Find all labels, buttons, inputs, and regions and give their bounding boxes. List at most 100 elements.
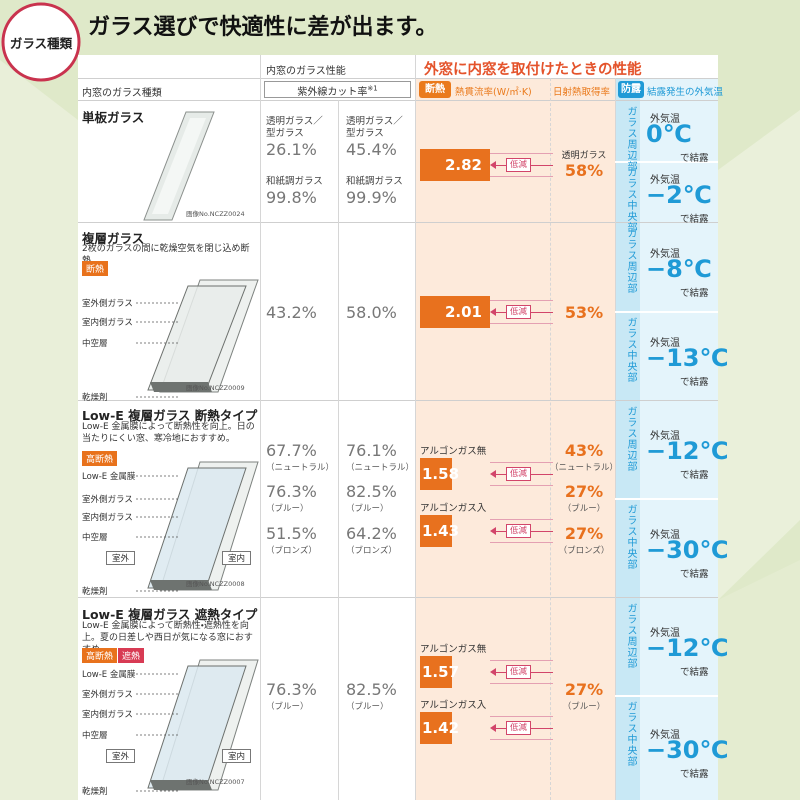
illustration-shape (150, 580, 212, 590)
uv-value: 45.4% (346, 140, 397, 159)
uv-value: 51.5% (266, 524, 317, 543)
dew-prefix: 外気温 (650, 529, 680, 541)
col-line (415, 55, 416, 800)
heat-label: アルゴンガス無 (420, 644, 487, 655)
heat-tag: 低減 (506, 721, 532, 735)
uv-value: 64.2% (346, 524, 397, 543)
heat-value: 2.01 (420, 296, 490, 328)
part-label: 乾燥剤 (82, 393, 108, 403)
illustration-shape (152, 118, 206, 214)
dew-prefix: 外気温 (650, 729, 680, 741)
dew-position: ガラス周辺部 (625, 106, 636, 172)
uv-value: 43.2% (266, 303, 317, 322)
heat-label: アルゴンガス無 (420, 446, 487, 457)
uv-cell-inner: 67.7% （ニュートラル） (266, 441, 338, 473)
page-title: ガラス選びで快適性に差が出ます。 (88, 15, 438, 40)
uv-note: （ブルー） (266, 702, 309, 712)
badge: 断熱 (419, 81, 451, 98)
header-text: 内窓のガラス性能 (266, 66, 346, 77)
dew-position: ガラス周辺部 (625, 603, 636, 669)
part-label: 室外 (106, 749, 136, 763)
uv-note: （ブロンズ） (266, 546, 317, 556)
heat-tag: 低減 (506, 524, 532, 538)
solar-cell: 透明ガラス 58% (550, 148, 618, 181)
glass-name: Low-E 複層ガラス 遮熱タイプ (82, 607, 258, 622)
uv-value: 67.7% (266, 441, 317, 460)
heat-value: 1.42 (420, 712, 459, 744)
uv-cell: 64.2% （ブロンズ） (346, 524, 418, 556)
uv-value: 26.1% (266, 140, 317, 159)
heat-frame (490, 716, 553, 740)
solar-cell: 27% （ブルー） (550, 482, 618, 514)
heat-frame (490, 519, 553, 543)
heat-arrow-head (490, 668, 496, 676)
glass-description: Low-E 金属膜によって断熱性を向上。日の当たりにくい窓、寒冷地におすすめ。 (82, 422, 255, 444)
dew-prefix: 外気温 (650, 175, 680, 186)
col-line (260, 55, 261, 800)
dew-value: −2℃ (646, 181, 712, 209)
badge: 高断熱 (82, 451, 118, 466)
col-line (615, 78, 616, 800)
solar-value: 43% (564, 441, 604, 460)
badge: ガラス種類 (9, 36, 73, 51)
outer-header-bg (415, 55, 718, 78)
uv-label: 透明ガラス／型ガラス (266, 116, 323, 139)
solar-note: （ブルー） (562, 702, 606, 712)
dew-separator (615, 695, 718, 697)
heat-arrow-head (490, 308, 496, 316)
uv-cell-inner: 76.1% （ニュートラル） (346, 441, 418, 473)
uv-cell: 82.5% （ブルー） (346, 680, 418, 712)
uv-cell-inner: 82.5% （ブルー） (346, 482, 418, 514)
col-line (338, 100, 339, 800)
part-label: 室外側ガラス (82, 495, 133, 505)
dew-label-bg (615, 78, 640, 800)
dew-position: ガラス中央部 (625, 317, 636, 383)
image-number: 画像No.NCZZ0007 (186, 778, 245, 786)
part-label: 乾燥剤 (82, 787, 108, 797)
dew-position: ガラス中央部 (625, 701, 636, 767)
heat-tag: 低減 (506, 467, 532, 481)
dew-value: −8℃ (646, 254, 712, 283)
uv-cell: 76.3% （ブルー） (266, 680, 338, 712)
part-label: 室外側ガラス (82, 690, 133, 700)
uv-note: （ニュートラル） (346, 463, 415, 473)
heat-value: 2.82 (420, 149, 490, 181)
image-number: 画像No.NCZZ0008 (186, 580, 245, 588)
uv-value: 99.8% (266, 188, 317, 207)
part-label: 室外側ガラス (82, 299, 133, 309)
uv-header: 紫外線カット率 (297, 87, 368, 98)
heat-arrow-head (490, 470, 496, 478)
heat-value: 1.57 (420, 656, 459, 688)
header-text: 熱貫流率(W/㎡·K) (455, 87, 532, 98)
solar-cell: 53% (550, 303, 618, 323)
uv-value: 76.3% (266, 680, 317, 699)
solar-label: 透明ガラス (561, 151, 607, 161)
dew-value: 0℃ (646, 120, 692, 148)
uv-value: 82.5% (346, 680, 397, 699)
solar-inner: 27% （ブルー） (550, 680, 618, 712)
header-text: 紫外線カット率※1 (264, 83, 411, 98)
uv-cell: 76.1% （ニュートラル） (346, 441, 418, 473)
row-line (78, 78, 718, 79)
heat-frame (490, 153, 553, 177)
uv-cell: 76.3% （ブルー） (266, 482, 338, 514)
uv-cell-inner: 和紙調ガラス 99.9% (346, 176, 418, 208)
uv-note: （ニュートラル） (266, 463, 335, 473)
glass-name: 単板ガラス (82, 110, 145, 125)
solar-inner: 27% （ブルー） (550, 482, 618, 514)
solar-note: （ニュートラル） (550, 463, 619, 473)
part-label: 室内 (222, 551, 252, 565)
uv-cell: 透明ガラス／型ガラス 45.4% (346, 116, 418, 160)
row-line (78, 100, 718, 101)
dew-value: −30℃ (646, 535, 729, 564)
dew-suffix: で結露 (680, 214, 709, 225)
heat-frame (490, 300, 553, 324)
part-label: 中空層 (82, 339, 108, 349)
dew-suffix: で結露 (680, 287, 709, 299)
dew-value: −30℃ (646, 735, 729, 764)
uv-note: （ブロンズ） (346, 546, 397, 556)
uv-value: 58.0% (346, 303, 397, 322)
heat-arrow-head (490, 161, 496, 169)
